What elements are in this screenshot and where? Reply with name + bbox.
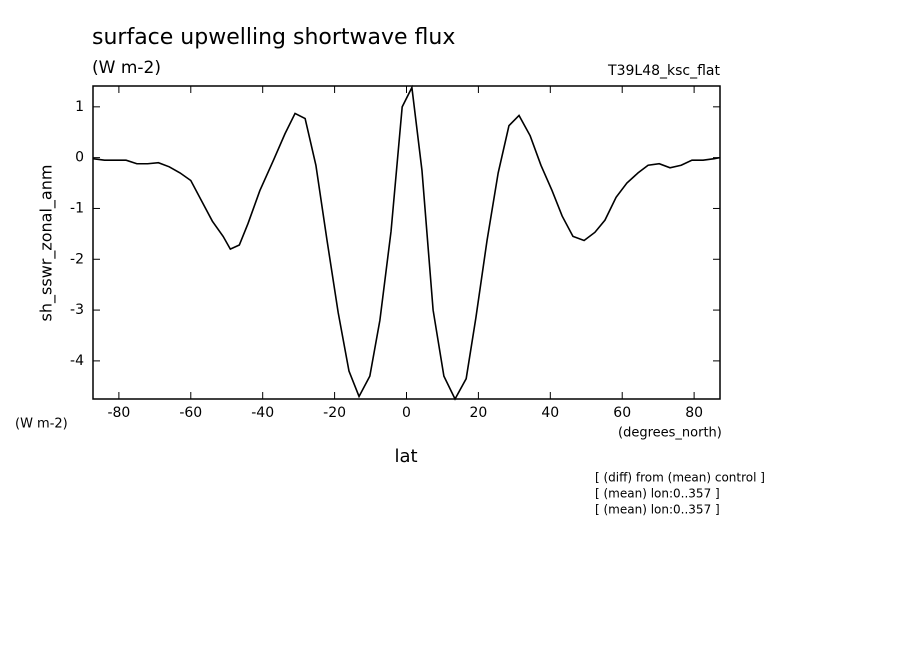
y-tick-label: -4: [70, 353, 84, 369]
note: [ (mean) lon:0..357 ]: [595, 503, 720, 517]
x-tick-label: 40: [541, 405, 559, 421]
y-tick-label: -1: [70, 200, 84, 216]
x-tick-label: -60: [179, 405, 202, 421]
x-tick-label: 60: [613, 405, 631, 421]
units-label: (W m-2): [92, 58, 161, 78]
y-tick-label: 1: [75, 99, 84, 115]
x-tick-label: -80: [107, 405, 130, 421]
y-tick-label: -3: [70, 302, 84, 318]
y-axis-label: sh_sswr_zonal_anm: [37, 165, 57, 322]
x-units: (degrees_north): [618, 426, 722, 441]
y-tick-label: 0: [75, 150, 84, 166]
x-tick-label: 0: [402, 405, 411, 421]
x-tick-label: 80: [685, 405, 703, 421]
y-units: (W m-2): [15, 417, 68, 432]
note: [ (diff) from (mean) control ]: [595, 471, 765, 485]
data-line: [92, 84, 721, 401]
x-axis-label: lat: [394, 446, 417, 467]
y-tick-label: -2: [70, 251, 84, 267]
dataset-label: T39L48_ksc_flat: [607, 63, 720, 79]
x-tick-label: -40: [251, 405, 274, 421]
x-tick-label: 20: [469, 405, 487, 421]
x-tick-label: -20: [323, 405, 346, 421]
note: [ (mean) lon:0..357 ]: [595, 487, 720, 501]
chart-title: surface upwelling shortwave flux: [92, 25, 455, 50]
